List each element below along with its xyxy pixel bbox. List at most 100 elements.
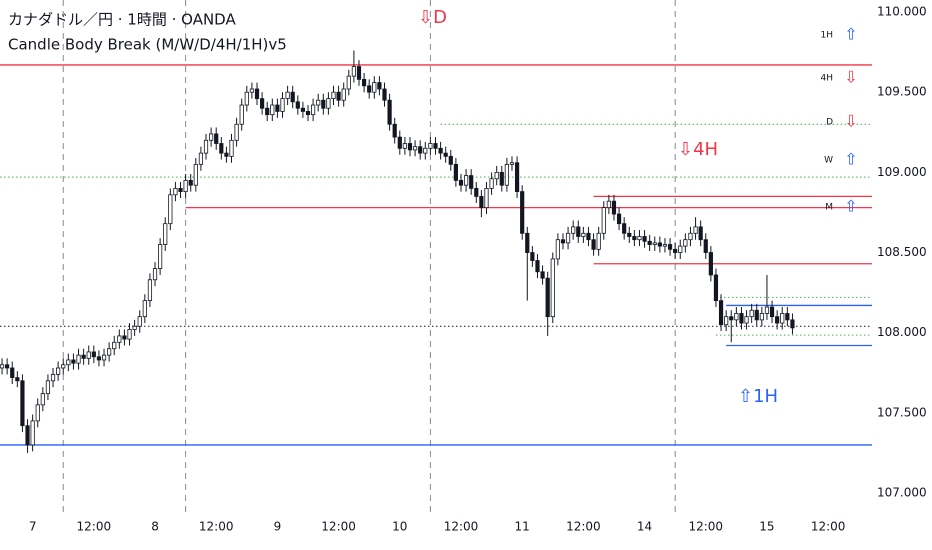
- candle-body: [764, 306, 770, 314]
- status-arrow: ⇧: [844, 150, 857, 169]
- status-arrow: ⇧: [844, 25, 857, 44]
- candle-body: [127, 329, 132, 340]
- candle-body: [122, 335, 127, 340]
- candle-body: [152, 268, 158, 281]
- candle-body: [754, 309, 759, 321]
- x-tick-label: 15: [759, 520, 774, 534]
- candle-body: [86, 351, 91, 359]
- candle-body: [662, 244, 668, 247]
- x-tick-label: 12:00: [566, 520, 601, 534]
- candle-body: [571, 226, 576, 234]
- candle-body: [734, 313, 739, 321]
- candle-body: [295, 101, 300, 109]
- candle-body: [107, 348, 112, 356]
- candle-body: [249, 88, 255, 93]
- plot-area: [0, 0, 872, 515]
- candle-body: [703, 239, 708, 253]
- candle-body: [504, 163, 509, 186]
- candle-body: [708, 252, 713, 276]
- candle-body: [219, 143, 224, 154]
- candle-body: [443, 152, 448, 157]
- candle-body: [321, 99, 326, 109]
- candle-body: [586, 232, 591, 241]
- candle-body: [652, 242, 657, 245]
- candle-body: [688, 232, 693, 241]
- candle-body: [775, 316, 780, 324]
- candle-body: [178, 187, 183, 193]
- candle-body: [158, 244, 163, 269]
- candle-body: [724, 316, 729, 326]
- candle-body: [71, 359, 76, 364]
- candle-body: [601, 207, 606, 234]
- candle-body: [290, 91, 295, 103]
- y-tick-label: 110.000: [877, 5, 927, 19]
- candle-body: [244, 91, 249, 106]
- chart-subtitle: Candle Body Break (M/W/D/4H/1H)v5: [8, 36, 287, 54]
- candle-body: [494, 171, 499, 180]
- candle-body: [367, 85, 372, 93]
- candle-body: [560, 239, 566, 244]
- candle-body: [61, 364, 66, 369]
- status-arrow: ⇧: [844, 197, 857, 216]
- candle-body: [275, 104, 280, 112]
- candle-body: [632, 236, 637, 241]
- candle-body: [300, 107, 306, 112]
- candle-body: [331, 91, 336, 100]
- y-tick-label: 109.500: [877, 85, 927, 99]
- status-label: M: [825, 203, 833, 213]
- candle-body: [611, 200, 617, 215]
- candle-body: [260, 98, 265, 109]
- candle-body: [341, 88, 346, 101]
- candle-body: [545, 277, 550, 318]
- candle-body: [402, 143, 407, 149]
- candle-body: [627, 232, 632, 237]
- candle-body: [438, 147, 443, 154]
- candle-body: [428, 143, 433, 149]
- candle-body: [550, 258, 555, 318]
- candle-body: [790, 319, 795, 329]
- candle-body: [30, 420, 35, 446]
- candle-body: [387, 99, 392, 125]
- candle-body: [616, 213, 622, 225]
- candle-body: [346, 75, 351, 90]
- status-label: 4H: [821, 74, 834, 84]
- candle-body: [749, 309, 754, 318]
- candle-body: [729, 316, 734, 321]
- x-tick-label: 12:00: [321, 520, 356, 534]
- candle-body: [5, 364, 10, 369]
- candle-body: [35, 404, 40, 422]
- candle-body: [412, 146, 418, 151]
- candle-body: [91, 351, 96, 358]
- candle-body: [744, 316, 749, 324]
- candle-body: [713, 274, 719, 302]
- candle-body: [168, 194, 173, 225]
- candle-body: [147, 279, 153, 302]
- candle-body: [229, 139, 234, 157]
- candle-body: [484, 187, 489, 209]
- x-tick-label: 14: [637, 520, 652, 534]
- candle-body: [769, 306, 775, 318]
- candle-body: [183, 179, 188, 193]
- candle-body: [448, 155, 453, 165]
- candle-body: [581, 232, 586, 237]
- candle-body: [40, 393, 45, 406]
- y-tick-label: 108.500: [877, 245, 927, 259]
- candle-body: [458, 179, 464, 186]
- candle-body: [453, 163, 458, 181]
- candle-body: [622, 223, 627, 234]
- candle-body: [785, 313, 790, 321]
- candle-body: [112, 341, 117, 350]
- status-arrow: ⇩: [844, 112, 857, 131]
- candle-body: [392, 123, 397, 138]
- candle-body: [81, 354, 86, 359]
- y-tick-label: 107.500: [877, 405, 927, 419]
- candle-body: [739, 313, 744, 324]
- candle-body: [209, 133, 214, 141]
- status-label: W: [824, 156, 833, 166]
- candle-body: [576, 226, 581, 237]
- candle-body: [535, 260, 540, 273]
- candle-body: [66, 359, 71, 366]
